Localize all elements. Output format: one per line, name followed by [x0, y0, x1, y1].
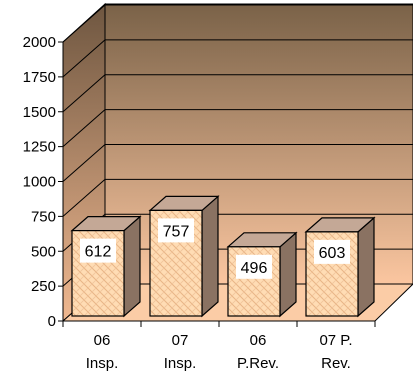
y-tick-label: 750 — [31, 208, 56, 225]
x-tick-label: 07 P. — [319, 332, 352, 349]
data-label-box — [80, 238, 116, 263]
data-label: 757 — [163, 223, 190, 240]
gridline-left — [62, 144, 106, 182]
y-axis: 0 250 500 750 1000 1250 1500 1750 2000 — [23, 34, 64, 330]
x-tick-label: 06 — [250, 332, 267, 349]
data-label-box — [236, 254, 272, 279]
y-tick-label: 1500 — [23, 104, 56, 121]
bar — [148, 195, 220, 318]
bar — [70, 215, 142, 318]
y-tick-label: 1250 — [23, 139, 56, 156]
gridlines — [62, 4, 413, 287]
x-axis — [62, 320, 376, 327]
bar-side — [123, 215, 141, 318]
data-label-box — [158, 218, 194, 243]
gridline-left — [62, 74, 106, 113]
y-tick-label: 2000 — [23, 34, 56, 51]
bar-side — [357, 216, 375, 318]
bars: 612 757 496 603 — [70, 195, 376, 318]
x-tick-label: Insp. — [86, 355, 119, 372]
gridline-left — [62, 4, 106, 43]
x-tick-label: Rev. — [321, 355, 351, 372]
x-tick-label: Insp. — [164, 355, 197, 372]
gridline-left — [62, 109, 106, 148]
x-tick-label: 07 — [172, 332, 189, 349]
data-label: 612 — [85, 244, 112, 261]
y-tick-label: 250 — [31, 278, 56, 295]
bar-side — [201, 195, 219, 318]
y-tick-label: 1750 — [23, 69, 56, 86]
gridline-left — [62, 178, 106, 217]
data-label: 496 — [241, 260, 268, 277]
x-tick-label: 06 — [94, 332, 111, 349]
y-tick-label: 1000 — [23, 174, 56, 191]
y-tick-label: 0 — [48, 313, 56, 330]
x-axis-labels: 06 Insp. 07 Insp. 06 P.Rev. 07 P. Rev. — [86, 332, 353, 372]
bar — [304, 216, 376, 318]
gridline-left — [62, 39, 106, 78]
data-label-box — [314, 239, 350, 264]
x-tick-label: P.Rev. — [237, 355, 279, 372]
data-label: 603 — [319, 245, 346, 262]
y-tick-label: 500 — [31, 243, 56, 260]
